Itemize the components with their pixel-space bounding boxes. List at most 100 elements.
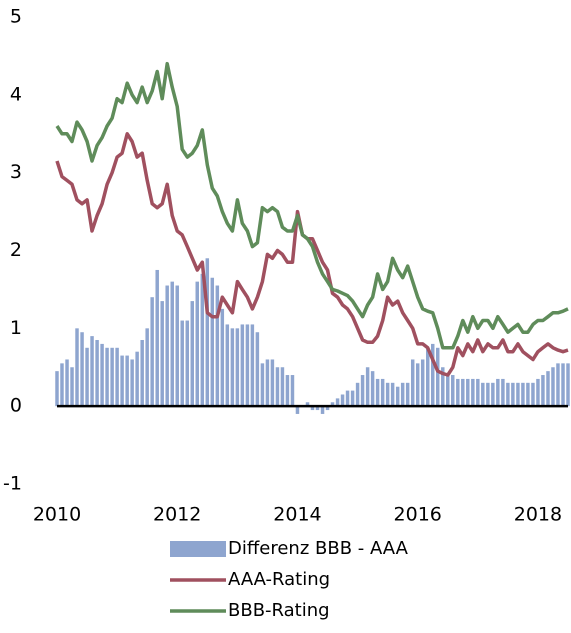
bar [110, 347, 114, 407]
bar [185, 320, 190, 407]
bar [135, 351, 139, 407]
bar [441, 367, 445, 407]
bar [365, 367, 370, 407]
legend-label: BBB-Rating [228, 600, 330, 621]
bar [195, 281, 199, 407]
bar [496, 378, 500, 407]
bar [426, 347, 430, 407]
bar [175, 285, 179, 407]
bar [155, 269, 159, 407]
bar [55, 371, 59, 407]
x-tick-label: 2012 [153, 504, 201, 526]
bar [285, 375, 290, 407]
bar [205, 258, 210, 407]
legend-swatch [170, 541, 226, 557]
bar [506, 382, 510, 407]
y-tick-label: -1 [3, 473, 22, 495]
bar [90, 336, 94, 407]
bar [220, 308, 225, 407]
bar [290, 375, 295, 407]
y-tick-label: 5 [10, 6, 22, 28]
bar [130, 359, 134, 407]
bar [350, 390, 355, 407]
bar [420, 359, 425, 407]
bar [451, 375, 455, 407]
bar [335, 398, 340, 407]
bar [120, 355, 124, 407]
line [55, 132, 569, 377]
bar [395, 386, 400, 407]
bar [481, 382, 485, 407]
bar [511, 382, 515, 407]
bar [85, 347, 89, 407]
bar [521, 382, 525, 407]
bar [160, 301, 164, 407]
bar [125, 355, 129, 407]
bar [375, 378, 380, 407]
bar [295, 406, 300, 414]
bar [476, 378, 480, 407]
bar [180, 320, 184, 407]
bar [345, 390, 350, 407]
bar [320, 406, 325, 414]
bar [105, 347, 109, 407]
bar [250, 324, 255, 407]
bar [380, 378, 385, 407]
bar [466, 378, 470, 407]
bar [546, 371, 550, 407]
bar [75, 328, 79, 407]
bar [140, 340, 144, 407]
bar [165, 285, 169, 407]
bar [410, 359, 415, 407]
bar [70, 367, 74, 407]
bar [145, 328, 149, 407]
bar [471, 378, 475, 407]
bar [305, 402, 310, 407]
bar [115, 347, 119, 407]
bar [516, 382, 520, 407]
bar [566, 363, 570, 407]
bar [265, 359, 270, 407]
bar [65, 359, 69, 407]
x-tick-label: 2016 [394, 504, 442, 526]
bar [240, 324, 245, 407]
x-tick-label: 2010 [33, 504, 81, 526]
bar [330, 402, 335, 407]
y-tick-label: 4 [10, 83, 22, 105]
bar [360, 375, 365, 407]
bar [310, 406, 315, 411]
bar [405, 382, 410, 407]
y-tick-label: 0 [10, 395, 22, 417]
x-tick-label: 2014 [273, 504, 321, 526]
bar [551, 367, 555, 407]
bar [531, 382, 535, 407]
bar [526, 382, 530, 407]
bar [280, 367, 285, 407]
bar [190, 301, 195, 407]
bar [315, 406, 320, 411]
bar [150, 297, 154, 407]
bar [200, 273, 205, 407]
bar [501, 378, 505, 407]
legend-label: Differenz BBB - AAA [228, 538, 409, 559]
legend-label: AAA-Rating [228, 569, 330, 590]
bar [210, 277, 215, 407]
bar [456, 378, 460, 407]
bar [536, 378, 540, 407]
bar [100, 343, 104, 407]
bar [355, 382, 360, 407]
bar [170, 281, 174, 407]
bar [95, 340, 99, 407]
bar [235, 328, 240, 407]
bar [541, 375, 545, 407]
bar [491, 382, 495, 407]
bar [230, 328, 235, 407]
x-tick-label: 2018 [514, 504, 562, 526]
bar [340, 394, 345, 407]
bar [385, 382, 390, 407]
bar [435, 347, 440, 407]
bar [370, 371, 375, 407]
y-tick-label: 1 [10, 317, 22, 339]
bar [270, 359, 275, 407]
